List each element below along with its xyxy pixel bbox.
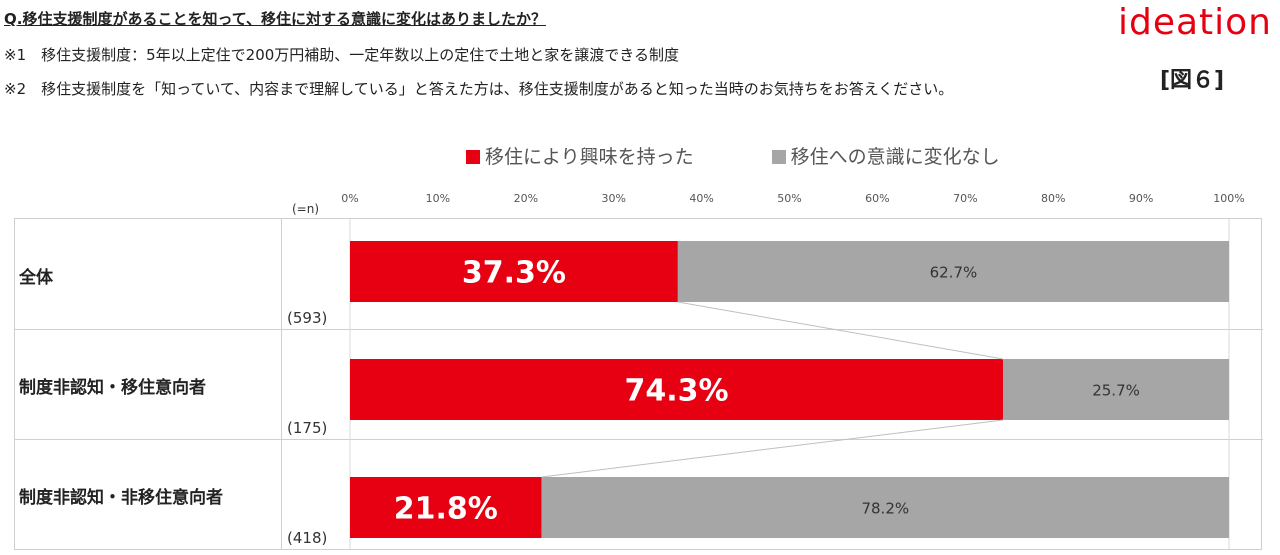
- x-tick-label: 100%: [1213, 192, 1245, 205]
- bar-interested: [350, 477, 542, 538]
- series-connector-line: [677, 301, 1004, 360]
- row-label-unaware-not-intending: 制度非認知・非移住意向者: [19, 488, 223, 508]
- x-tick-label: 0%: [341, 192, 359, 205]
- x-tick-label: 20%: [513, 192, 539, 205]
- note-1: ※1 移住支援制度：5年以上定住で200万円補助、一定年数以上の定住で土地と家を…: [4, 46, 679, 64]
- x-tick-label: 50%: [777, 192, 802, 205]
- data-label-no-change: 62.7%: [930, 264, 978, 282]
- legend-label-interested: 移住により興味を持った: [485, 146, 694, 168]
- data-label-no-change: 78.2%: [861, 500, 909, 518]
- legend-label-no-change: 移住への意識に変化なし: [790, 146, 1000, 168]
- x-tick-label: 80%: [1040, 192, 1066, 205]
- row-label-unaware-intending: 制度非認知・移住意向者: [19, 378, 206, 398]
- row-divider: [15, 439, 1263, 440]
- figure-label: [図６]: [1160, 68, 1225, 93]
- row-label-overall: 全体: [19, 268, 53, 288]
- x-tick-label: 10%: [425, 192, 451, 205]
- x-tick-label: 30%: [601, 192, 626, 205]
- chart-table: 全体 制度非認知・移住意向者 制度非認知・非移住意向者 (593) (175) …: [14, 218, 1263, 550]
- data-label-interested: 21.8%: [394, 492, 498, 527]
- row-divider: [15, 329, 1263, 330]
- x-tick-label: 70%: [953, 192, 978, 205]
- bar-interested: [350, 359, 1004, 420]
- n-header: (=n): [292, 202, 320, 216]
- data-label-no-change: 25.7%: [1092, 382, 1140, 400]
- legend-item-interested: 移住により興味を持った: [466, 142, 694, 169]
- data-label-interested: 37.3%: [462, 256, 566, 291]
- x-tick-label: 40%: [689, 192, 714, 205]
- chart-legend: 移住により興味を持った 移住への意識に変化なし: [466, 142, 1072, 169]
- legend-swatch-interested: [466, 150, 480, 164]
- ideation-logo: ideation: [1117, 2, 1272, 43]
- bar-no-change: [541, 477, 1229, 538]
- x-tick-label: 60%: [865, 192, 890, 205]
- n-label-overall: (593): [287, 309, 328, 327]
- x-tick-label: 90%: [1128, 192, 1154, 205]
- bar-no-change: [1003, 359, 1229, 420]
- column-divider: [281, 219, 282, 549]
- note-2: ※2 移住支援制度を「知っていて、内容まで理解している」と答えた方は、移住支援制…: [4, 80, 954, 98]
- bar-no-change: [677, 241, 1229, 302]
- bar-interested: [350, 241, 678, 302]
- legend-swatch-no-change: [771, 150, 786, 164]
- data-label-interested: 74.3%: [625, 374, 729, 409]
- n-label-unaware-not-intending: (418): [287, 529, 328, 547]
- question-title: Q.移住支援制度があることを知って、移住に対する意識に変化はありましたか？: [4, 10, 546, 28]
- series-connector-line: [541, 419, 1004, 478]
- n-label-unaware-intending: (175): [287, 419, 328, 437]
- legend-item-no-change: 移住への意識に変化なし: [771, 142, 1000, 169]
